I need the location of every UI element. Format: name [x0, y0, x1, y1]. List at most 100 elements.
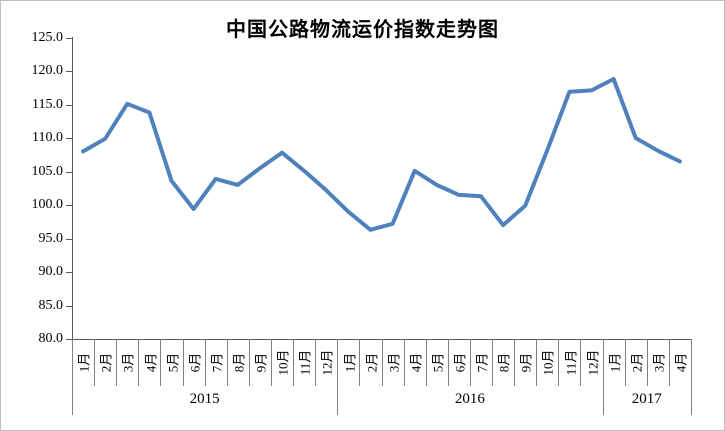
x-axis-month-label: 5月 [430, 352, 446, 373]
x-axis-month-label: 6月 [452, 352, 468, 373]
x-axis-month-label: 7月 [209, 352, 225, 373]
x-axis-month-cell: 12月 [580, 340, 602, 385]
month-cell-separator [646, 339, 648, 386]
x-axis-month-label: 12月 [585, 349, 601, 376]
x-axis-month-label: 12月 [319, 349, 335, 376]
month-cell-separator [315, 339, 317, 386]
x-axis-year-label: 2017 [631, 391, 662, 407]
x-axis-month-cell: 6月 [183, 340, 205, 385]
y-axis-tick-label: 100.0 [31, 197, 64, 212]
x-axis-month-cell: 12月 [315, 340, 337, 385]
x-axis-month-label: 3月 [651, 352, 667, 373]
x-axis-year-label: 2016 [454, 391, 485, 407]
x-axis-month-label: 1月 [341, 352, 357, 373]
x-axis-month-label: 4月 [408, 352, 424, 373]
y-axis-tick-mark [66, 71, 72, 72]
y-axis-tick-label: 95.0 [38, 230, 64, 246]
x-axis-month-cell: 2月 [94, 340, 116, 385]
month-cell-separator [492, 339, 494, 386]
x-axis-month-label: 9月 [518, 352, 534, 373]
month-cell-separator [94, 339, 96, 386]
x-axis-month-label: 10月 [275, 349, 291, 376]
x-axis-month-label: 6月 [187, 352, 203, 373]
x-axis-month-cell: 7月 [470, 340, 492, 385]
y-axis-tick-mark [66, 104, 72, 106]
y-axis-tick-mark [66, 205, 72, 206]
x-axis-month-cell: 9月 [249, 340, 271, 385]
x-axis-month-cell: 1月 [72, 340, 94, 385]
x-axis-month-cell: 10月 [271, 340, 293, 385]
chart-title: 中国公路物流运价指数走势图 [226, 19, 499, 41]
x-axis-month-label: 2月 [629, 352, 645, 373]
y-axis-tick-label: 90.0 [38, 264, 64, 279]
month-cell-separator [580, 339, 582, 386]
x-axis-month-label: 1月 [76, 352, 92, 373]
x-axis-month-cell: 11月 [558, 340, 580, 385]
month-cell-separator [425, 339, 427, 386]
y-axis-tick-label: 105.0 [31, 163, 64, 179]
x-axis-month-cell: 5月 [426, 340, 448, 385]
y-axis-tick-label: 85.0 [38, 297, 64, 313]
x-axis-month-cell: 6月 [448, 340, 470, 385]
month-cell-separator [182, 339, 184, 386]
month-cell-separator [558, 339, 560, 386]
x-axis-month-label: 11月 [562, 349, 578, 376]
year-group-separator [602, 339, 604, 415]
month-cell-separator [204, 339, 206, 386]
y-axis-tick-mark [66, 339, 72, 340]
y-axis-tick-label: 120.0 [31, 63, 64, 78]
x-axis-month-cell: 1月 [337, 340, 359, 385]
month-cell-separator [624, 339, 626, 386]
x-axis-month-cell: 4月 [138, 340, 160, 385]
month-cell-separator [138, 339, 140, 386]
x-axis-month-cell: 8月 [492, 340, 514, 385]
month-cell-separator [293, 339, 295, 386]
month-cell-separator [469, 339, 471, 386]
x-axis-month-cell: 3月 [382, 340, 404, 385]
x-axis-month-label: 8月 [496, 352, 512, 373]
y-axis-tick-mark [66, 305, 72, 307]
y-axis-tick-mark [66, 37, 72, 39]
y-axis-tick-mark [66, 272, 72, 273]
month-cell-separator [403, 339, 405, 386]
month-cell-separator [270, 339, 272, 386]
y-axis-tick-label: 125.0 [31, 29, 64, 45]
x-axis-month-label: 10月 [540, 349, 556, 376]
x-axis-month-label: 3月 [120, 352, 136, 373]
month-cell-separator [536, 339, 538, 386]
x-axis-month-label: 9月 [253, 352, 269, 373]
year-group-separator [337, 339, 339, 415]
year-group-separator [72, 339, 73, 415]
x-axis-month-label: 4月 [673, 352, 689, 373]
x-axis-month-label: 7月 [474, 352, 490, 373]
month-cell-separator [359, 339, 361, 386]
x-axis-month-cell: 3月 [116, 340, 138, 385]
month-cell-separator [248, 339, 250, 386]
y-axis-tick-mark [66, 238, 72, 240]
x-axis-month-cell: 3月 [647, 340, 669, 385]
x-axis-month-cell: 7月 [205, 340, 227, 385]
x-axis-month-cell: 8月 [227, 340, 249, 385]
trend-line [81, 77, 682, 232]
month-cell-separator [514, 339, 516, 386]
x-axis-month-cell: 2月 [359, 340, 381, 385]
x-axis-month-cell: 4月 [404, 340, 426, 385]
month-cell-separator [226, 339, 228, 386]
month-cell-separator [160, 339, 162, 386]
x-axis-month-cell: 4月 [669, 340, 691, 385]
x-axis-month-cell: 1月 [603, 340, 625, 385]
x-axis-month-cell: 5月 [160, 340, 182, 385]
month-cell-separator [116, 339, 118, 386]
x-axis-month-label: 2月 [98, 352, 114, 373]
x-axis-month-cell: 2月 [625, 340, 647, 385]
y-axis-tick-mark [66, 138, 72, 139]
y-axis-tick-label: 110.0 [32, 130, 63, 145]
x-axis-month-cell: 10月 [536, 340, 558, 385]
x-axis-month-label: 11月 [297, 349, 313, 376]
x-axis-month-label: 5月 [164, 352, 180, 373]
x-axis-month-cell: 11月 [293, 340, 315, 385]
x-axis-month-label: 4月 [142, 352, 158, 373]
month-cell-separator [668, 339, 670, 386]
x-axis-month-label: 2月 [363, 352, 379, 373]
